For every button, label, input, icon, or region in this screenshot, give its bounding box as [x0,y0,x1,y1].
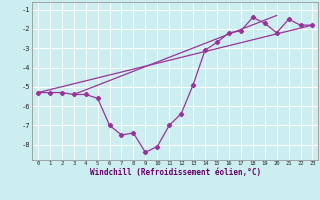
X-axis label: Windchill (Refroidissement éolien,°C): Windchill (Refroidissement éolien,°C) [90,168,261,177]
